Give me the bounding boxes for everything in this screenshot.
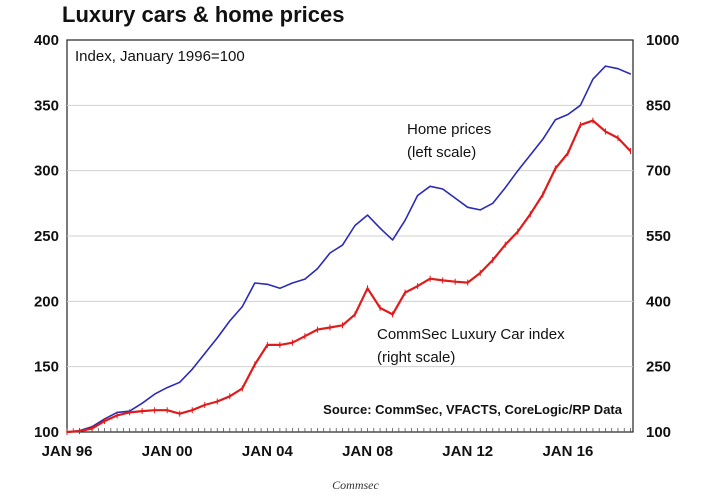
chart-title: Luxury cars & home prices bbox=[62, 2, 344, 27]
x-tick-label: JAN 00 bbox=[142, 443, 193, 460]
home-prices-point bbox=[579, 104, 582, 106]
home-prices-point bbox=[316, 268, 319, 270]
luxury-car-scale-label: (right scale) bbox=[377, 349, 455, 366]
tick-marks bbox=[66, 428, 631, 432]
home-prices-point bbox=[216, 337, 218, 339]
home-prices-point bbox=[529, 154, 531, 156]
home-prices-label: Home prices bbox=[407, 121, 491, 138]
home-prices-point bbox=[429, 185, 431, 187]
home-prices-point bbox=[604, 65, 607, 67]
home-prices-point bbox=[629, 73, 632, 75]
image-credit: Commsec bbox=[332, 478, 379, 492]
home-prices-point bbox=[254, 282, 256, 284]
luxury-car-line bbox=[66, 119, 632, 434]
home-prices-point bbox=[191, 368, 193, 370]
home-prices-point bbox=[391, 239, 394, 241]
home-prices-point bbox=[542, 138, 544, 140]
x-tick-label: JAN 12 bbox=[442, 443, 493, 460]
home-prices-point bbox=[454, 197, 456, 199]
home-prices-point bbox=[279, 287, 281, 289]
home-prices-point bbox=[141, 402, 143, 404]
home-prices-point bbox=[554, 119, 556, 121]
x-tick-label: JAN 96 bbox=[42, 443, 93, 460]
home-prices-point bbox=[266, 283, 268, 285]
home-prices-point bbox=[592, 78, 594, 80]
right-tick-label: 1000 bbox=[646, 32, 679, 49]
home-prices-point bbox=[379, 227, 381, 229]
chart: Luxury cars & home prices 100 150 200 250 30… bbox=[34, 2, 679, 460]
home-prices-point bbox=[366, 214, 369, 216]
home-prices-point bbox=[479, 209, 481, 211]
left-tick-label: 400 bbox=[34, 32, 59, 49]
x-tick-label: JAN 08 bbox=[342, 443, 393, 460]
left-tick-label: 250 bbox=[34, 228, 59, 245]
x-axis: JAN 96 JAN 00 JAN 04 JAN 08 JAN 12 JAN 16 bbox=[42, 443, 594, 460]
grid bbox=[67, 104, 633, 368]
home-prices-point bbox=[467, 206, 469, 208]
right-tick-label: 850 bbox=[646, 97, 671, 114]
right-tick-label: 400 bbox=[646, 293, 671, 310]
home-prices-point bbox=[204, 353, 206, 355]
home-prices-point bbox=[417, 194, 419, 197]
left-tick-label: 100 bbox=[34, 424, 59, 441]
home-prices-point bbox=[329, 252, 331, 254]
x-tick-label: JAN 04 bbox=[242, 443, 294, 460]
home-prices-point bbox=[341, 244, 344, 246]
left-tick-label: 200 bbox=[34, 293, 59, 310]
series bbox=[66, 65, 632, 435]
home-prices-point bbox=[179, 381, 181, 383]
right-tick-label: 100 bbox=[646, 424, 671, 441]
left-axis: 100 150 200 250 300 350 400 bbox=[34, 32, 59, 441]
left-tick-label: 300 bbox=[34, 163, 59, 180]
home-prices-line bbox=[66, 65, 631, 433]
right-axis: 100 250 400 550 700 850 1000 bbox=[646, 32, 679, 441]
home-prices-point bbox=[504, 187, 506, 189]
right-tick-label: 250 bbox=[646, 359, 671, 376]
home-prices-point bbox=[617, 68, 619, 70]
left-tick-label: 350 bbox=[34, 97, 59, 114]
source-note: Source: CommSec, VFACTS, CoreLogic/RP Da… bbox=[323, 402, 623, 417]
home-prices-scale-label: (left scale) bbox=[407, 144, 476, 161]
home-prices-point bbox=[241, 305, 243, 308]
home-prices-point bbox=[442, 188, 444, 190]
home-prices-point bbox=[567, 113, 569, 116]
home-prices-point bbox=[404, 219, 406, 221]
right-tick-label: 550 bbox=[646, 228, 671, 245]
luxury-car-label: CommSec Luxury Car index bbox=[377, 326, 565, 343]
x-tick-label: JAN 16 bbox=[542, 443, 593, 460]
home-prices-point bbox=[291, 282, 293, 284]
home-prices-point bbox=[354, 224, 356, 227]
right-tick-label: 700 bbox=[646, 163, 671, 180]
home-prices-point bbox=[492, 202, 494, 204]
chart-subtitle: Index, January 1996=100 bbox=[75, 48, 245, 65]
home-prices-point bbox=[166, 386, 168, 389]
left-tick-label: 150 bbox=[34, 359, 59, 376]
home-prices-point bbox=[304, 278, 306, 280]
home-prices-point bbox=[229, 320, 231, 322]
home-prices-point bbox=[154, 393, 156, 395]
home-prices-point bbox=[517, 170, 519, 172]
